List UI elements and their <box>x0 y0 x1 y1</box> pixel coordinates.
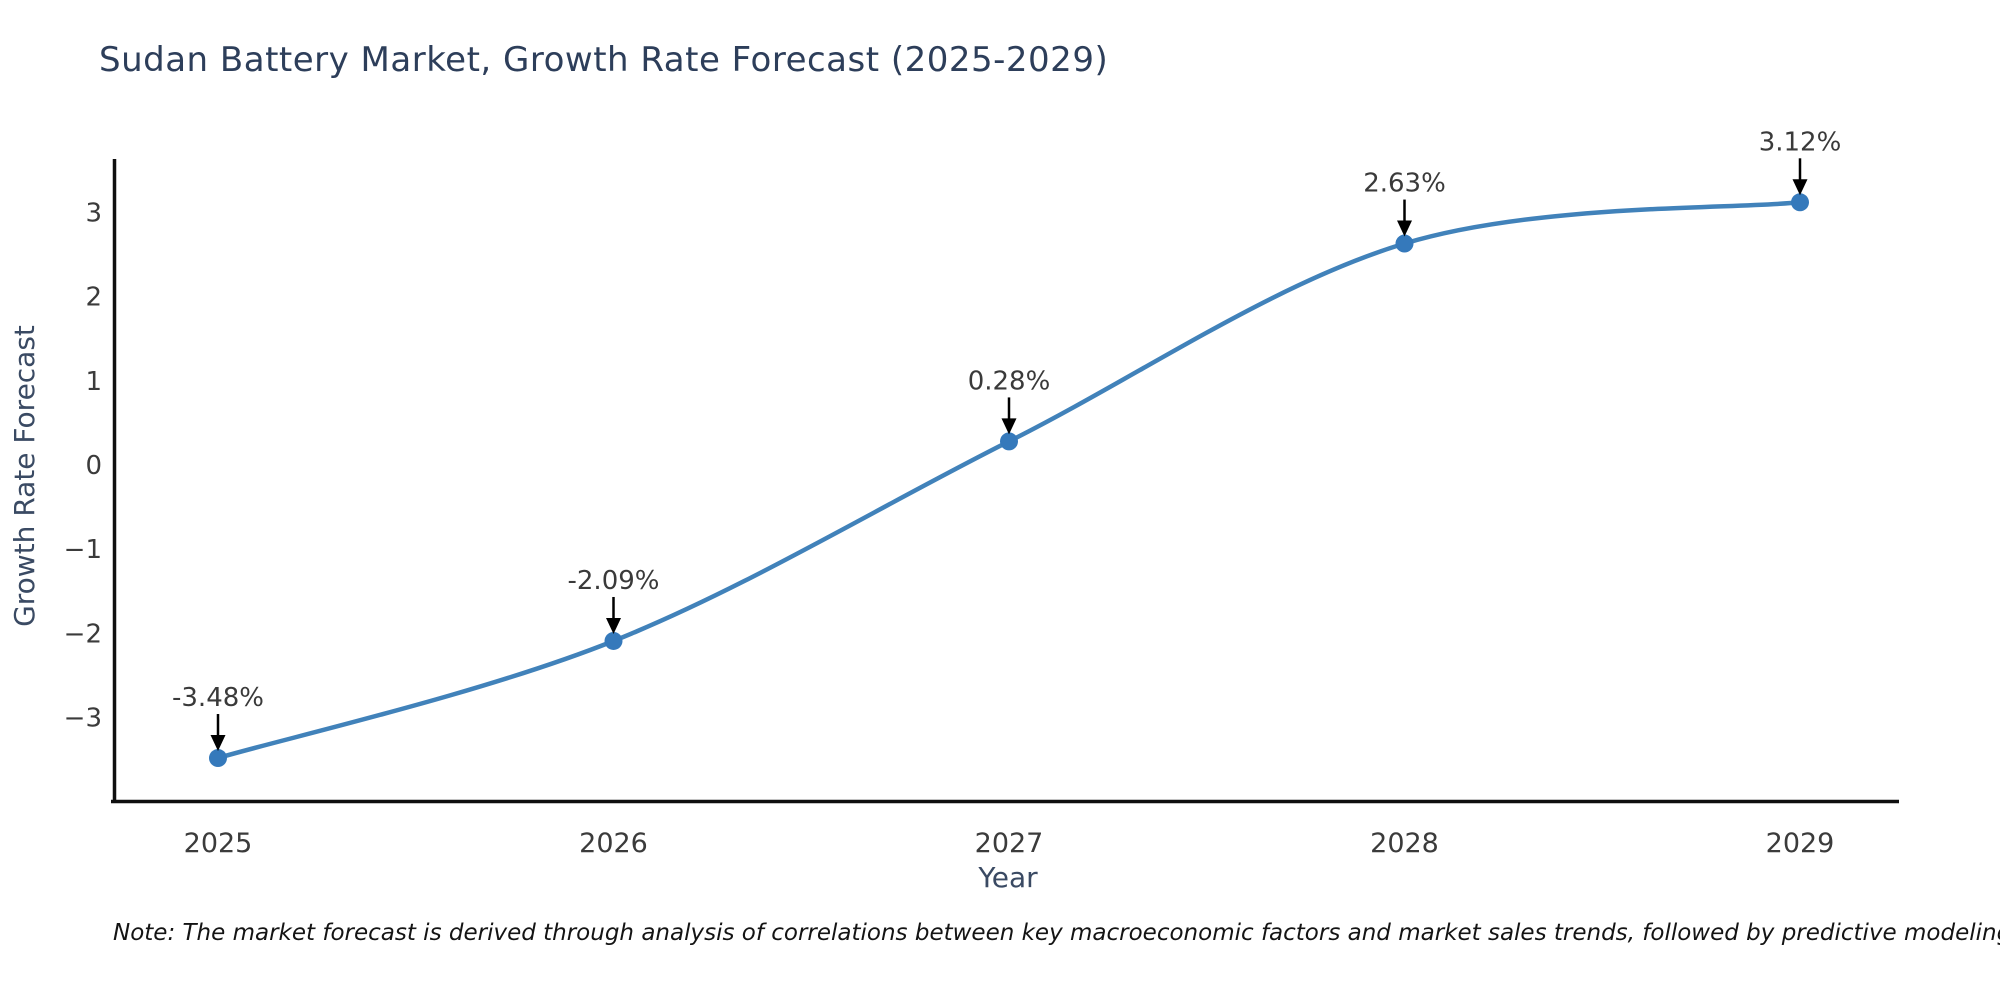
data-point-marker <box>1791 193 1809 212</box>
tick-labels: 3 2 1 0 −1 −2 −3 2025 2026 2027 2028 2029 <box>64 198 1835 859</box>
y-tick-label: −1 <box>64 535 102 565</box>
annotation-arrowhead <box>210 735 226 752</box>
point-annotation: 2.63% <box>1363 169 1446 199</box>
y-axis-label: Growth Rate Forecast <box>8 325 41 627</box>
data-point-marker <box>604 631 623 650</box>
y-tick-label: 1 <box>85 367 102 397</box>
axes-spines <box>111 159 1899 804</box>
annotation-arrowhead <box>1397 220 1412 237</box>
y-tick-label: 2 <box>85 283 102 313</box>
trend-line <box>215 200 1803 761</box>
chart-title: Sudan Battery Market, Growth Rate Foreca… <box>99 40 1109 80</box>
x-tick-label: 2026 <box>579 828 648 859</box>
x-tick-label: 2025 <box>184 828 253 859</box>
point-annotation: -3.48% <box>172 683 264 713</box>
x-tick-label: 2027 <box>975 828 1044 859</box>
point-annotation: 0.28% <box>968 366 1051 396</box>
y-tick-label: −3 <box>64 704 102 734</box>
annotation-arrowhead <box>1001 418 1017 435</box>
footnote: Note: The market forecast is derived thr… <box>113 920 2000 946</box>
x-tick-label: 2028 <box>1370 828 1439 859</box>
data-point-marker <box>1395 234 1414 253</box>
point-annotation: 3.12% <box>1759 127 1842 157</box>
annotation-arrowhead <box>1792 179 1808 196</box>
y-tick-label: 0 <box>85 451 102 481</box>
trend-line-group <box>215 200 1803 761</box>
y-tick-label: 3 <box>85 198 102 228</box>
data-point-marker <box>1000 432 1018 451</box>
x-axis-label: Year <box>977 861 1038 894</box>
annotation-arrowhead <box>606 617 621 634</box>
data-point-marker <box>209 749 227 768</box>
point-annotations: -3.48% -2.09% 0.28% 2.63% 3.12% <box>172 127 1842 752</box>
y-tick-label: −2 <box>64 619 102 649</box>
x-tick-label: 2029 <box>1766 828 1835 859</box>
data-point-markers <box>209 193 1809 768</box>
point-annotation: -2.09% <box>568 566 660 596</box>
